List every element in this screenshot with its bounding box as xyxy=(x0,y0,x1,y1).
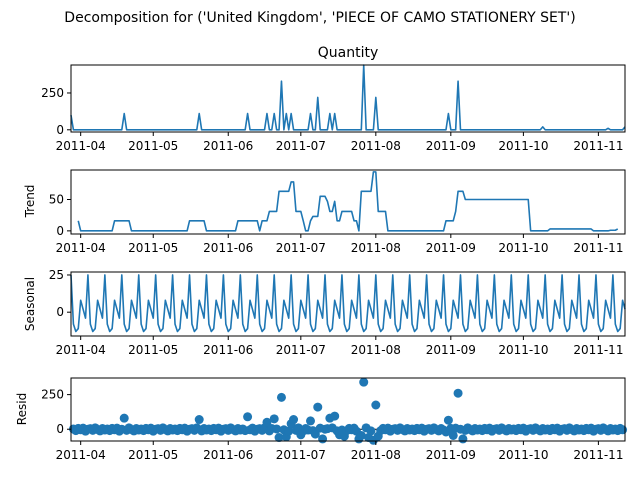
resid-point xyxy=(194,415,204,425)
panel-seasonal-series-line xyxy=(70,274,626,333)
panel-quantity-series-line xyxy=(70,64,626,131)
resid-point xyxy=(330,411,340,421)
panel-trend-series-line xyxy=(77,171,619,232)
x-tick-label: 2011-08 xyxy=(351,241,401,255)
y-tick-label: 0 xyxy=(56,123,64,137)
panel-trend-ylabel: Trend xyxy=(23,185,37,219)
y-tick-label: 0 xyxy=(56,305,64,319)
x-tick-label: 2011-08 xyxy=(351,139,401,153)
resid-point xyxy=(356,430,366,440)
x-tick-label: 2011-04 xyxy=(56,448,106,462)
panel-resid-plot: 0 250 2011-04 2011-05 2011-06 2011-07 2011-08 2… xyxy=(41,377,628,462)
resid-point xyxy=(359,377,369,387)
resid-point xyxy=(119,413,129,423)
x-tick-label: 2011-10 xyxy=(498,448,548,462)
panel-seasonal-ylabel: Seasonal xyxy=(23,277,37,331)
y-tick-label: 25 xyxy=(49,268,64,282)
panel-quantity-frame xyxy=(70,64,626,133)
resid-point xyxy=(443,415,453,425)
resid-point xyxy=(272,424,282,434)
panel-resid: Resid 0 250 2011-04 2011-05 2011-06 2011-07 20… xyxy=(15,377,628,462)
y-tick-label: 50 xyxy=(49,192,64,206)
resid-point xyxy=(448,430,458,440)
y-tick-label: 0 xyxy=(56,422,64,436)
panel-resid-frame xyxy=(70,377,626,442)
x-tick-label: 2011-07 xyxy=(276,448,326,462)
x-tick-label: 2011-04 xyxy=(56,139,106,153)
resid-point xyxy=(306,416,315,426)
resid-point xyxy=(310,429,320,439)
x-tick-label: 2011-07 xyxy=(276,343,326,357)
y-tick-label: 0 xyxy=(56,224,64,238)
panel-resid-ylabel: Resid xyxy=(15,393,29,425)
x-tick-label: 2011-11 xyxy=(573,343,623,357)
x-tick-label: 2011-05 xyxy=(128,448,178,462)
x-tick-label: 2011-06 xyxy=(203,241,253,255)
x-tick-label: 2011-11 xyxy=(573,139,623,153)
y-tick-label: 250 xyxy=(41,388,64,402)
panel-seasonal: Seasonal 0 25 2011-04 2011-05 2011-06 2011-07… xyxy=(23,268,626,357)
x-tick-label: 2011-10 xyxy=(498,343,548,357)
x-tick-label: 2011-09 xyxy=(426,343,476,357)
x-tick-label: 2011-06 xyxy=(203,343,253,357)
y-tick-label: 250 xyxy=(41,86,64,100)
resid-point xyxy=(458,434,468,444)
resid-point xyxy=(289,415,299,425)
x-tick-label: 2011-06 xyxy=(203,448,253,462)
figure-title: Decomposition for ('United Kingdom', 'PI… xyxy=(64,10,575,26)
x-tick-label: 2011-04 xyxy=(56,241,106,255)
panel-seasonal-plot: 0 25 2011-04 2011-05 2011-06 2011-07 2011-08 20… xyxy=(49,268,626,357)
x-tick-label: 2011-05 xyxy=(128,139,178,153)
resid-point xyxy=(276,392,286,402)
x-tick-label: 2011-05 xyxy=(128,241,178,255)
resid-point xyxy=(274,433,284,443)
x-tick-label: 2011-08 xyxy=(351,448,401,462)
x-tick-label: 2011-05 xyxy=(128,343,178,357)
x-tick-label: 2011-09 xyxy=(426,241,476,255)
panel-trend-frame xyxy=(70,169,626,235)
resid-point xyxy=(284,426,294,436)
panel-quantity: Quantity 0 250 2011-04 2011-05 2011-06 2011-0… xyxy=(41,45,626,153)
x-tick-label: 2011-11 xyxy=(573,448,623,462)
resid-point xyxy=(269,414,279,424)
x-tick-label: 2011-07 xyxy=(276,241,326,255)
x-tick-label: 2011-09 xyxy=(426,448,476,462)
resid-point xyxy=(262,417,272,427)
resid-point xyxy=(313,402,323,412)
x-tick-label: 2011-10 xyxy=(498,241,548,255)
panel-quantity-title: Quantity xyxy=(318,45,379,61)
x-tick-label: 2011-09 xyxy=(426,139,476,153)
resid-point xyxy=(366,426,376,436)
x-tick-label: 2011-07 xyxy=(276,139,326,153)
resid-point xyxy=(318,434,328,444)
panel-quantity-plot: 0 250 2011-04 2011-05 2011-06 2011-07 2011-08 2… xyxy=(41,64,626,153)
panel-trend: Trend 0 50 2011-04 2011-05 2011-06 2011-07 201… xyxy=(23,169,626,255)
x-tick-label: 2011-11 xyxy=(573,241,623,255)
resid-point xyxy=(618,425,628,435)
panel-seasonal-frame xyxy=(70,271,626,337)
resid-point xyxy=(243,412,253,422)
x-tick-label: 2011-10 xyxy=(498,139,548,153)
panel-trend-plot: 0 50 2011-04 2011-05 2011-06 2011-07 2011-08 20… xyxy=(49,169,626,255)
resid-point xyxy=(371,400,381,410)
x-tick-label: 2011-08 xyxy=(351,343,401,357)
x-tick-label: 2011-06 xyxy=(203,139,253,153)
resid-point xyxy=(453,388,463,398)
x-tick-label: 2011-04 xyxy=(56,343,106,357)
